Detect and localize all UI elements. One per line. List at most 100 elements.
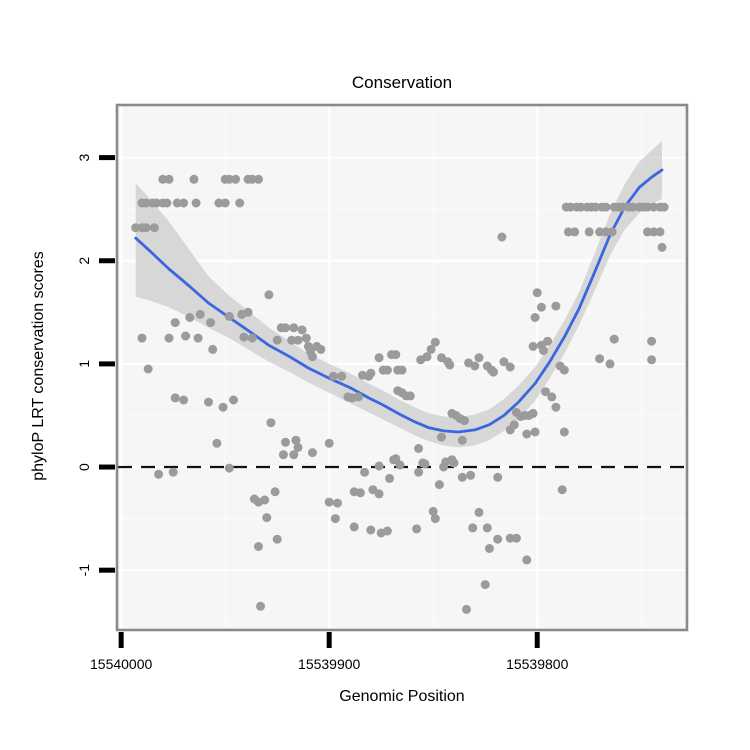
data-point xyxy=(162,198,172,208)
data-point xyxy=(474,353,484,363)
data-point xyxy=(243,307,253,317)
data-point xyxy=(539,346,548,355)
data-point xyxy=(536,302,546,312)
data-point xyxy=(437,432,446,442)
data-point xyxy=(576,202,586,212)
y-tick-label: -1 xyxy=(76,564,92,577)
data-point xyxy=(466,470,476,480)
data-point xyxy=(333,498,342,508)
data-point xyxy=(337,371,347,381)
data-point xyxy=(154,469,164,479)
data-point xyxy=(204,397,213,407)
data-point xyxy=(137,333,147,343)
data-point xyxy=(289,450,299,460)
data-point xyxy=(179,395,189,405)
data-point xyxy=(462,604,471,614)
data-point xyxy=(601,227,611,237)
data-point xyxy=(297,325,307,335)
data-point xyxy=(247,174,257,184)
data-point xyxy=(459,416,469,426)
data-point xyxy=(566,202,575,212)
data-point xyxy=(511,533,521,543)
data-point xyxy=(278,450,288,460)
data-point xyxy=(528,341,538,351)
data-point xyxy=(324,497,334,507)
data-point xyxy=(281,437,290,447)
data-point xyxy=(584,227,594,237)
data-point xyxy=(426,344,436,354)
data-point xyxy=(655,227,665,237)
data-point xyxy=(349,522,359,532)
data-point xyxy=(179,198,189,208)
data-point xyxy=(543,336,553,346)
data-point xyxy=(185,313,195,322)
data-point xyxy=(499,357,509,367)
data-point xyxy=(530,427,540,437)
data-point xyxy=(141,223,151,233)
data-point xyxy=(272,335,282,345)
data-point xyxy=(522,429,532,439)
axis-tick-labels: 15540000 15539900 15539800 3 2 1 0 -1 xyxy=(76,154,569,672)
data-point xyxy=(601,202,611,212)
data-point xyxy=(308,448,317,458)
data-point xyxy=(293,442,303,452)
data-point xyxy=(143,364,153,374)
data-point xyxy=(293,335,303,345)
data-point xyxy=(301,333,311,343)
data-point xyxy=(391,454,401,464)
data-point xyxy=(647,336,657,346)
data-point xyxy=(509,420,519,430)
data-point xyxy=(628,202,638,212)
data-point xyxy=(360,467,370,477)
data-point xyxy=(374,489,384,499)
data-point xyxy=(181,331,191,341)
panel-border xyxy=(115,103,689,632)
data-point xyxy=(591,202,600,212)
data-point xyxy=(405,391,415,401)
data-point xyxy=(256,601,265,611)
data-point xyxy=(480,580,490,590)
data-point xyxy=(385,473,394,483)
data-point xyxy=(649,227,659,237)
y-tick-label: 3 xyxy=(76,154,92,162)
data-point xyxy=(193,333,203,343)
data-point xyxy=(170,393,180,403)
data-point xyxy=(559,365,569,375)
plot-title: Conservation xyxy=(351,73,453,92)
data-point xyxy=(532,288,542,298)
x-axis-label: Genomic Position xyxy=(339,688,465,705)
data-point xyxy=(131,223,141,233)
data-point xyxy=(493,472,503,482)
data-point xyxy=(224,463,234,473)
data-point xyxy=(164,174,174,184)
data-point xyxy=(457,435,467,445)
data-point xyxy=(281,323,290,333)
data-point xyxy=(595,227,605,237)
data-point xyxy=(528,408,538,418)
data-point xyxy=(643,227,652,237)
data-point xyxy=(659,202,669,212)
data-point xyxy=(551,402,561,412)
data-point xyxy=(547,392,557,402)
data-point xyxy=(170,318,180,328)
data-point xyxy=(366,368,376,378)
data-point xyxy=(235,198,245,208)
data-point xyxy=(224,311,234,321)
x-tick-label: 15539900 xyxy=(298,656,361,672)
data-point xyxy=(164,333,174,343)
data-point xyxy=(505,362,515,372)
data-point xyxy=(397,365,407,375)
data-point xyxy=(607,227,617,237)
data-point xyxy=(195,309,205,319)
data-point xyxy=(618,202,627,212)
data-point xyxy=(158,174,168,184)
data-point xyxy=(189,174,199,184)
data-point xyxy=(493,534,503,544)
data-point xyxy=(355,488,365,498)
data-point xyxy=(468,523,478,533)
data-point xyxy=(414,444,424,453)
data-point xyxy=(445,360,455,370)
data-point xyxy=(430,337,440,347)
